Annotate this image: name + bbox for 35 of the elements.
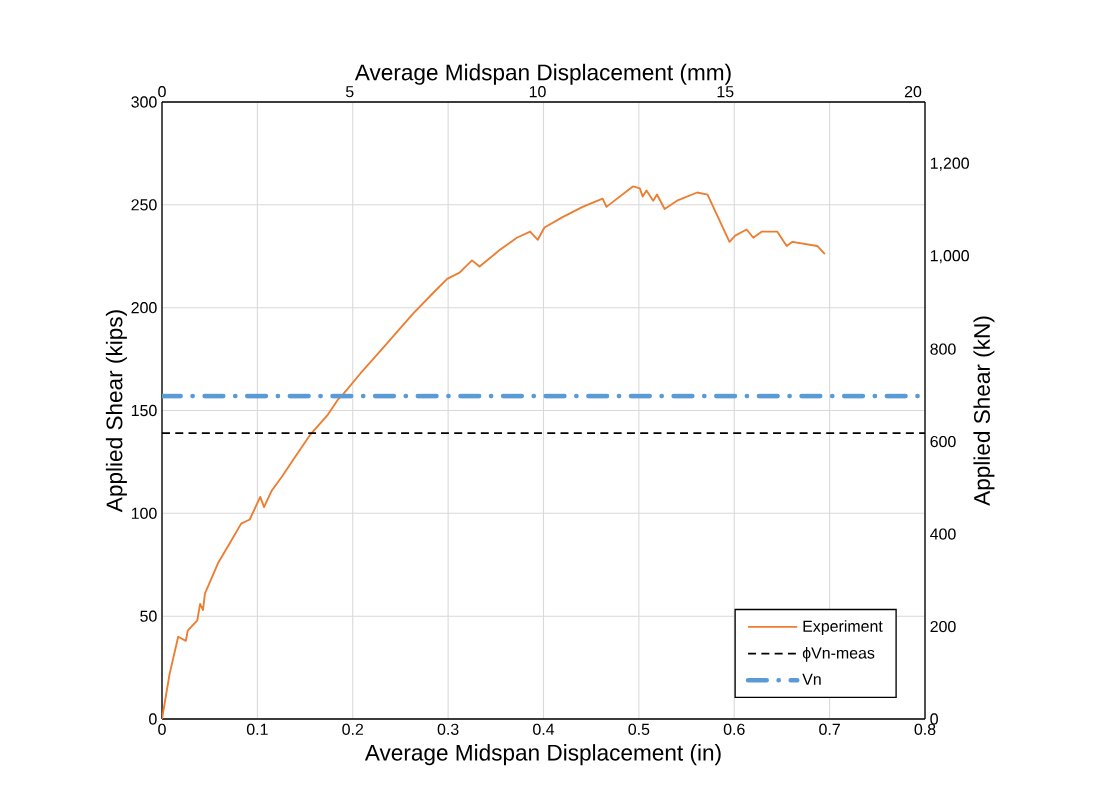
y2-tick-label: 1,200 bbox=[930, 157, 969, 171]
legend-label: Experiment bbox=[803, 620, 883, 635]
y2-tick-label: 0 bbox=[930, 713, 938, 725]
y-tick-label: 300 bbox=[131, 96, 157, 108]
x-tick-label: 0.6 bbox=[723, 723, 745, 735]
y-tick-label: 250 bbox=[131, 199, 157, 211]
legend-label: ϕVn-meas bbox=[802, 646, 875, 662]
x2-tick-label: 0 bbox=[158, 86, 166, 98]
x2-tick-label: 20 bbox=[904, 86, 922, 98]
legend-label: Vn bbox=[802, 673, 821, 685]
y2-tick-label: 400 bbox=[930, 528, 956, 540]
x2-tick-label: 5 bbox=[345, 86, 354, 98]
y-axis-title: Applied Shear (kips) bbox=[105, 310, 127, 513]
x-tick-label: 0.1 bbox=[246, 723, 268, 735]
y2-axis-title: Applied Shear (kN) bbox=[973, 316, 995, 506]
x-tick-label: 0.7 bbox=[819, 723, 840, 735]
x-tick-label: 0.4 bbox=[533, 723, 555, 735]
x-tick-label: 0 bbox=[158, 723, 166, 735]
x-axis-title: Average Midspan Displacement (in) bbox=[364, 744, 721, 766]
y-tick-label: 50 bbox=[140, 610, 157, 622]
x2-tick-label: 15 bbox=[717, 86, 734, 98]
x-tick-label: 0.5 bbox=[628, 723, 650, 735]
x-tick-label: 0.2 bbox=[342, 723, 364, 735]
y2-tick-label: 600 bbox=[930, 435, 956, 448]
y-tick-label: 0 bbox=[149, 713, 157, 725]
y2-tick-label: 200 bbox=[930, 620, 956, 633]
x-tick-label: 0.8 bbox=[914, 723, 936, 735]
x2-axis-title: Average Midspan Displacement (mm) bbox=[354, 63, 731, 85]
x2-tick-label: 10 bbox=[529, 86, 546, 98]
y-tick-label: 150 bbox=[131, 404, 157, 417]
y2-tick-label: 800 bbox=[930, 343, 956, 355]
x-tick-label: 0.3 bbox=[437, 723, 459, 735]
y2-tick-label: 1,000 bbox=[930, 250, 969, 264]
y-tick-label: 200 bbox=[131, 302, 157, 314]
y-tick-label: 100 bbox=[131, 507, 157, 519]
